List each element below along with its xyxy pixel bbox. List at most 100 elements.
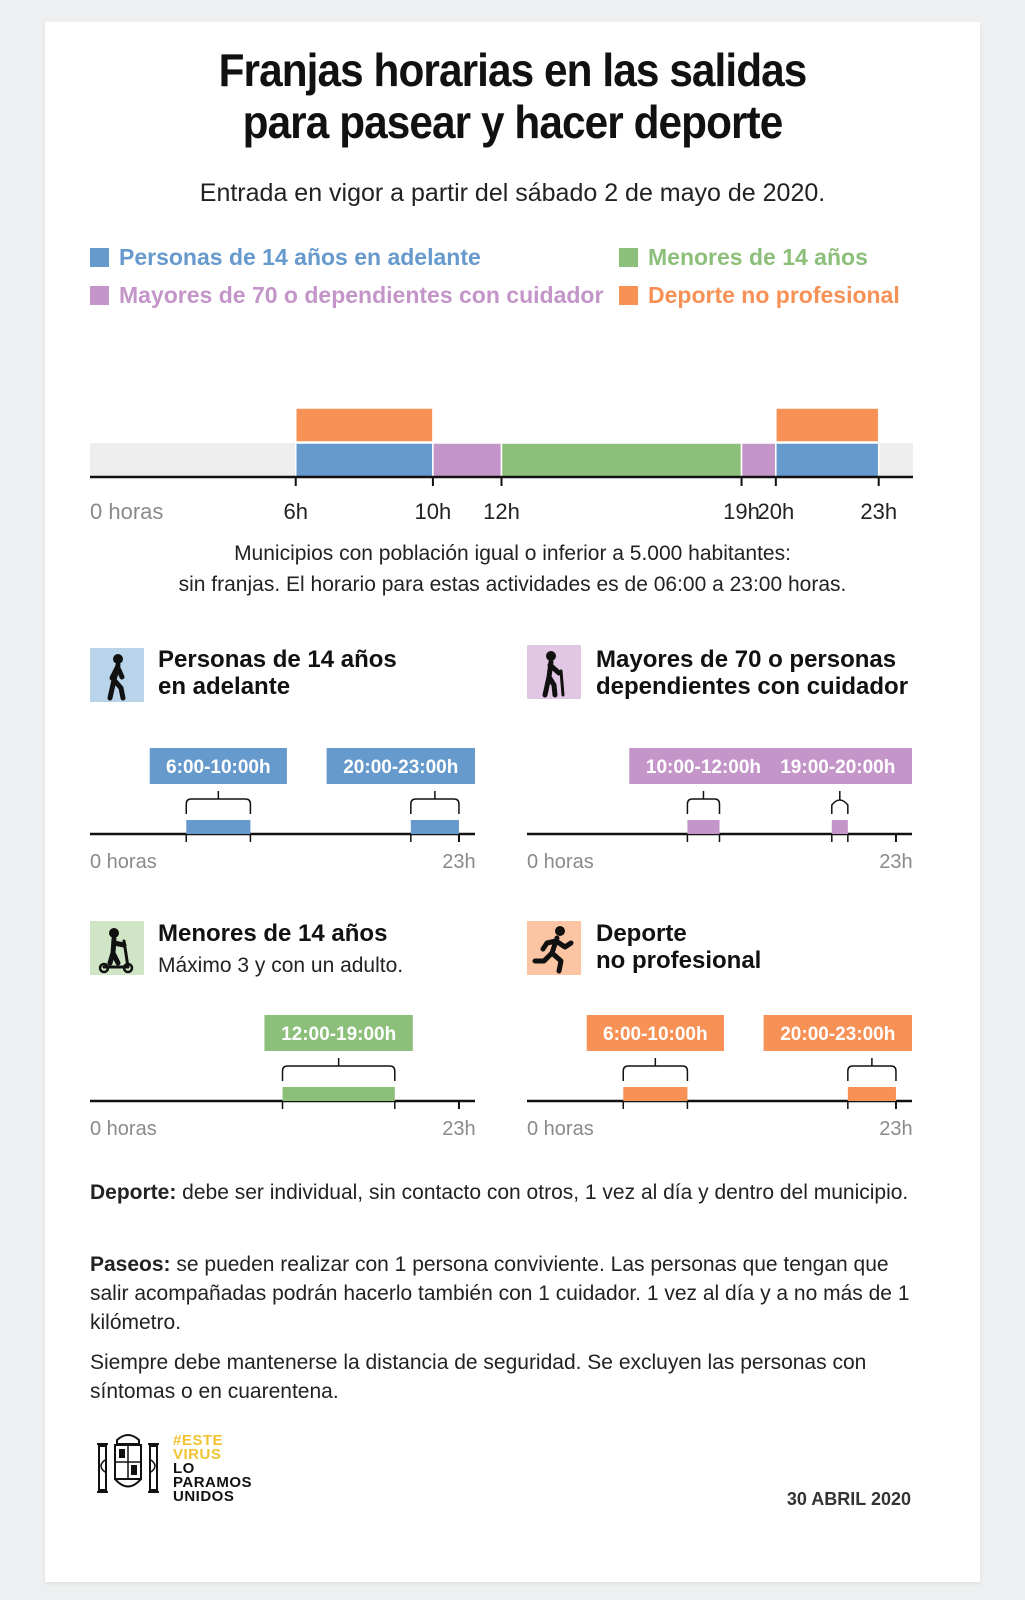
campaign-line-4: PARAMOS [173, 1474, 253, 1491]
rule-paseos-text: se pueden realizar con 1 persona convivi… [90, 1253, 910, 1334]
panel-title-sport: Deporte no profesional [596, 920, 761, 974]
mini-axis-label-start: 0 horas [90, 851, 157, 873]
panel-title-sport-line1: Deporte [596, 920, 687, 947]
timeline-segment [775, 407, 880, 443]
mini-axis-label-end: 23h [442, 1118, 475, 1140]
small-municipality-note: Municipios con población igual o inferio… [45, 538, 980, 600]
campaign-line-5: UNIDOS [173, 1488, 235, 1505]
rule-deporte-label: Deporte: [90, 1181, 177, 1204]
range-badge-label: 6:00-10:00h [603, 1024, 708, 1045]
mini-axis-label-start: 0 horas [527, 1118, 594, 1140]
campaign-line-2: VIRUS [173, 1446, 222, 1463]
range-bracket [831, 791, 849, 814]
range-badge [629, 748, 778, 784]
rule-deporte: Deporte: debe ser individual, sin contac… [90, 1178, 920, 1207]
range-badge-label: 12:00-19:00h [281, 1024, 396, 1045]
legend-item-adults: Personas de 14 años en adelante [90, 244, 481, 271]
legend-swatch-purple [90, 286, 109, 305]
legend-label-elderly: Mayores de 70 o dependientes con cuidado… [119, 282, 604, 308]
title-line-1: Franjas horarias en las salidas [218, 44, 808, 96]
range-badge-label: 19:00-20:00h [780, 757, 895, 778]
range-bar [623, 1087, 688, 1101]
note-line-1: Municipios con población igual o inferio… [234, 542, 791, 565]
panel-title-minors: Menores de 14 años [158, 920, 388, 947]
campaign-line-1: #ESTE [173, 1432, 224, 1449]
range-bracket [281, 1058, 396, 1081]
timeline-tick-label: 20h [757, 499, 794, 524]
mini-axis-label-start: 0 horas [527, 851, 594, 873]
timeline-chart-adults: 6:00-10:00h 20:00-23:00h 0 horas 23h [90, 748, 476, 873]
panel-title-adults-line1: Personas de 14 años [158, 646, 397, 673]
legend-swatch-orange [619, 286, 638, 305]
panel-title-elderly-line1: Mayores de 70 o personas [596, 646, 897, 673]
mini-axis-label-end: 23h [879, 1118, 912, 1140]
legend-label-adults: Personas de 14 años en adelante [119, 244, 481, 270]
range-badge-label: 6:00-10:00h [166, 757, 271, 778]
timeline-tick-label: 6h [284, 499, 308, 524]
walking-person-icon [90, 648, 144, 702]
legend-label-minors: Menores de 14 años [648, 244, 868, 270]
timeline-chart-minors: 12:00-19:00h 0 horas 23h [90, 1015, 476, 1140]
legend-label-sport: Deporte no profesional [648, 282, 900, 308]
timeline-tick-label: 19h [723, 499, 760, 524]
legend-item-elderly: Mayores de 70 o dependientes con cuidado… [90, 282, 603, 309]
timeline-segment [295, 407, 434, 443]
range-badge [763, 748, 912, 784]
timeline-tick-label: 12h [483, 499, 520, 524]
range-bar [831, 820, 848, 834]
range-badge [586, 1015, 724, 1051]
mini-axis-label-end: 23h [879, 851, 912, 873]
panel-subtitle-minors: Máximo 3 y con un adulto. [158, 954, 404, 977]
timeline-tick-label: 0 horas [90, 499, 163, 524]
panel-title-elderly: Mayores de 70 o personas dependientes co… [596, 646, 908, 700]
subtitle: Entrada en vigor a partir del sábado 2 d… [199, 179, 826, 207]
range-bar [282, 1087, 395, 1101]
range-bracket [622, 1058, 689, 1081]
range-bracket [847, 1058, 897, 1081]
timeline-tick-label: 10h [415, 499, 452, 524]
range-bar [687, 820, 720, 834]
campaign-line-3: LO [173, 1460, 195, 1477]
elderly-person-cane-icon [527, 645, 581, 699]
mini-axis-label-end: 23h [442, 851, 475, 873]
range-bracket [410, 791, 460, 814]
page-title: Franjas horarias en las salidas para pas… [82, 44, 942, 148]
range-badge [763, 1015, 912, 1051]
campaign-logo: #ESTE VIRUS LO PARAMOS UNIDOS [173, 1432, 253, 1505]
legend-swatch-green [619, 248, 638, 267]
mini-axis-label-start: 0 horas [90, 1118, 157, 1140]
legend-item-minors: Menores de 14 años [619, 244, 868, 271]
range-bar [847, 1087, 896, 1101]
panel-title-adults: Personas de 14 años en adelante [158, 646, 397, 700]
range-badge-label: 20:00-23:00h [343, 757, 458, 778]
timeline-tick-label: 23h [860, 499, 897, 524]
range-bracket [686, 791, 721, 814]
publication-date: 30 ABRIL 2020 [786, 1489, 911, 1509]
timeline-segment [740, 442, 777, 478]
legend-item-sport: Deporte no profesional [619, 282, 900, 309]
note-line-2: sin franjas. El horario para estas activ… [178, 573, 847, 596]
timeline-segment [775, 442, 880, 478]
range-badge-label: 20:00-23:00h [780, 1024, 895, 1045]
range-badge [149, 748, 287, 784]
timeline-chart-elderly: 10:00-12:00h 19:00-20:00h 0 horas 23h [527, 748, 913, 873]
rule-general: Siempre debe mantenerse la distancia de … [90, 1351, 867, 1403]
running-person-icon [527, 921, 581, 975]
panel-title-adults-line2: en adelante [158, 673, 291, 700]
title-line-2: para pasear y hacer deporte [242, 96, 784, 148]
timeline-chart-sport: 6:00-10:00h 20:00-23:00h 0 horas 23h [527, 1015, 913, 1140]
panel-title-elderly-line2: dependientes con cuidador [596, 673, 909, 700]
legend-swatch-blue [90, 248, 109, 267]
range-badge-label: 10:00-12:00h [646, 757, 761, 778]
range-bracket [185, 791, 252, 814]
spain-coat-of-arms-icon [95, 1430, 161, 1506]
timeline-segment [432, 442, 503, 478]
child-scooter-icon [90, 921, 144, 975]
range-bar [410, 820, 459, 834]
timeline-segment [295, 442, 434, 478]
range-bar [186, 820, 251, 834]
timeline-segment [500, 442, 743, 478]
range-badge [264, 1015, 413, 1051]
rule-paseos-label: Paseos: [90, 1253, 171, 1276]
